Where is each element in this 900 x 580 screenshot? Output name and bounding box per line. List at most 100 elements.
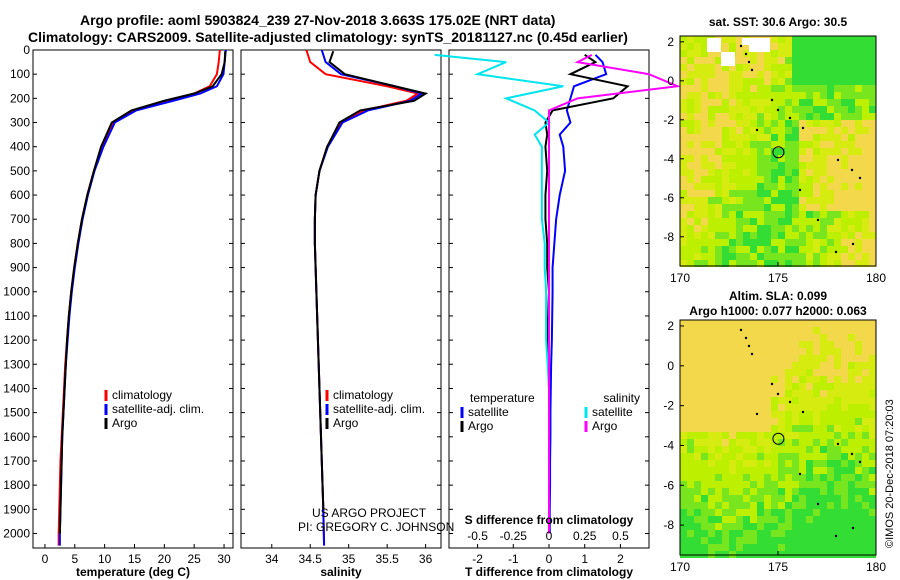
sst-map-cell xyxy=(848,106,855,113)
depth-tick-label: 1000 xyxy=(3,285,30,299)
sla-map-cell xyxy=(778,509,785,516)
sla-map-cell xyxy=(687,348,694,355)
sst-map-cell xyxy=(855,99,862,106)
sst-map-cell xyxy=(785,232,792,239)
sla-map-cell xyxy=(834,523,841,530)
sla-map-cell xyxy=(757,327,764,334)
sla-map-cell xyxy=(757,502,764,509)
sla-map-cell xyxy=(680,481,687,488)
sla-map-cell xyxy=(855,341,862,348)
sla-map-cell xyxy=(813,390,820,397)
sst-map-cell xyxy=(820,71,827,78)
sst-map-cell xyxy=(771,64,778,71)
sst-map-cell xyxy=(680,246,687,253)
sla-map-cell xyxy=(841,327,848,334)
sst-map-cell xyxy=(792,260,799,267)
sst-map-cell xyxy=(862,190,869,197)
sla-map-cell xyxy=(813,537,820,544)
sst-map-cell xyxy=(736,36,743,43)
sla-map-cell xyxy=(722,460,729,467)
sla-map-cell xyxy=(687,341,694,348)
sla-map-cell xyxy=(855,362,862,369)
sla-map-cell xyxy=(813,509,820,516)
temperature-profile-xtick-label: 25 xyxy=(188,552,202,566)
temperature-profile-xtick-label: 5 xyxy=(71,552,78,566)
sst-map-cell xyxy=(715,106,722,113)
sla-map-cell xyxy=(820,390,827,397)
sst-map-cell xyxy=(680,190,687,197)
sst-map-cell xyxy=(729,64,736,71)
sla-map-cell xyxy=(743,418,750,425)
sst-map-cell xyxy=(694,183,701,190)
sla-map-cell xyxy=(750,320,757,327)
sst-map-cell xyxy=(729,113,736,120)
sst-map-cell xyxy=(827,92,834,99)
sla-map-cell xyxy=(827,488,834,495)
sla-map-cell xyxy=(806,397,813,404)
sla-map-cell xyxy=(743,404,750,411)
sst-map-cell xyxy=(869,176,876,183)
sla-map-cell xyxy=(694,453,701,460)
sla-map-cell xyxy=(834,334,841,341)
sla-map-cell xyxy=(778,411,785,418)
sla-map-cell xyxy=(736,523,743,530)
sla-map-cell xyxy=(729,397,736,404)
sla-map-cell xyxy=(855,390,862,397)
sst-map-cell xyxy=(827,43,834,50)
sla-map-cell xyxy=(764,516,771,523)
sst-map-cell xyxy=(743,134,750,141)
sst-map-cell xyxy=(855,246,862,253)
sst-map-cell xyxy=(820,253,827,260)
sst-map-cell xyxy=(778,169,785,176)
sst-map-cell xyxy=(820,204,827,211)
sst-map-cell xyxy=(736,43,743,50)
sst-map-cell xyxy=(694,120,701,127)
sst-map-cell xyxy=(708,183,715,190)
sla-map-cell xyxy=(834,390,841,397)
sla-map-cell xyxy=(869,439,876,446)
sst-map-cell xyxy=(848,169,855,176)
sla-map-cell xyxy=(834,481,841,488)
sst-map-cell xyxy=(834,57,841,64)
sst-map-cell xyxy=(694,260,701,267)
sla-map-cell xyxy=(687,362,694,369)
sla-map-cell xyxy=(771,411,778,418)
sst-map-cell xyxy=(680,99,687,106)
sst-map-cell xyxy=(869,211,876,218)
sst-map-cell xyxy=(799,99,806,106)
sla-map-cell xyxy=(736,425,743,432)
sla-map-cell xyxy=(722,432,729,439)
sla-map-cell xyxy=(680,327,687,334)
sst-map-cell xyxy=(715,120,722,127)
sla-map-cell xyxy=(841,481,848,488)
sst-map-cell xyxy=(813,134,820,141)
sst-map-cell xyxy=(848,176,855,183)
sst-map-cell xyxy=(687,71,694,78)
sst-map-cell xyxy=(722,127,729,134)
sla-map-cell xyxy=(848,397,855,404)
sla-map-cell xyxy=(736,327,743,334)
sla-map-cell xyxy=(834,404,841,411)
sst-map-cell xyxy=(813,106,820,113)
sst-map-cell xyxy=(862,239,869,246)
sst-map-cell xyxy=(792,197,799,204)
sla-map-cell xyxy=(750,327,757,334)
sla-map-cell xyxy=(869,334,876,341)
sst-map-cell xyxy=(827,253,834,260)
sst-map-cell xyxy=(722,169,729,176)
sst-map-cell xyxy=(722,239,729,246)
sst-map-cell xyxy=(729,92,736,99)
sst-map-cell xyxy=(785,120,792,127)
sst-map-cell xyxy=(785,57,792,64)
sst-map-cell xyxy=(743,211,750,218)
sla-map-cell xyxy=(680,376,687,383)
sla-map-cell xyxy=(736,404,743,411)
sla-map-cell xyxy=(694,397,701,404)
sla-map-cell xyxy=(869,320,876,327)
sst-map-cell xyxy=(750,85,757,92)
sst-map-cell xyxy=(764,197,771,204)
sla-map-cell xyxy=(764,537,771,544)
sst-map-cell xyxy=(680,43,687,50)
sst-map-cell xyxy=(708,106,715,113)
sst-map-cell xyxy=(694,155,701,162)
